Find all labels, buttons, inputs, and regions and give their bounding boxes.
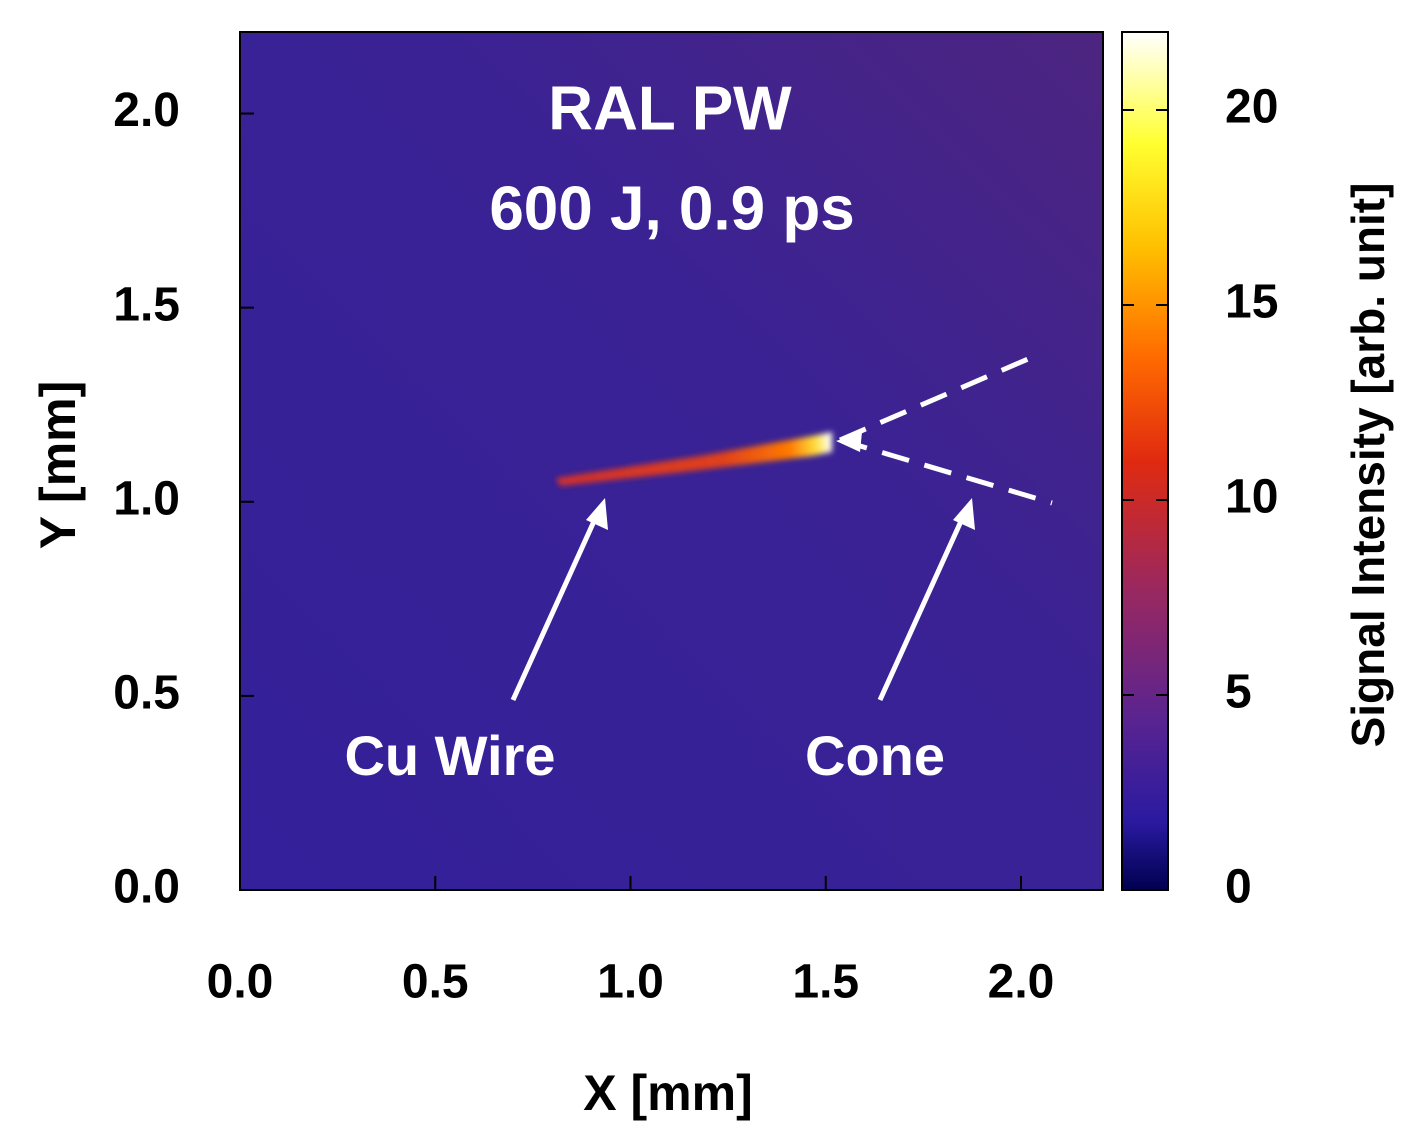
y-tick-label: 1.5 — [113, 278, 180, 331]
x-tick-label: 0.0 — [207, 956, 274, 1009]
chart-title: 600 J, 0.9 ps — [489, 174, 854, 243]
arrow — [510, 506, 603, 702]
annotation: Cu Wire — [344, 724, 555, 787]
colorbar-tick-label: 5 — [1225, 666, 1252, 719]
y-tick-label: 2.0 — [113, 84, 180, 137]
plot-frame — [239, 31, 1104, 891]
wire-signal — [556, 432, 832, 486]
x-tick-label: 0.5 — [402, 956, 469, 1009]
x-tick-label: 1.5 — [792, 956, 859, 1009]
x-tick-label: 2.0 — [988, 956, 1055, 1009]
y-tick-label: 0.5 — [113, 667, 180, 720]
annotation: Cone — [805, 724, 945, 787]
cone-edge — [839, 437, 1053, 506]
colorbar — [1121, 31, 1169, 891]
arrow-head — [836, 432, 862, 452]
colorbar-tick-label: 20 — [1225, 81, 1278, 134]
x-axis-label: X [mm] — [583, 1065, 752, 1121]
arrow-head — [953, 498, 975, 530]
colorbar-label: Signal Intensity [arb. unit] — [1342, 183, 1394, 748]
x-tick-label: 1.0 — [597, 956, 664, 1009]
colorbar-tick-label: 15 — [1225, 276, 1278, 329]
y-axis-label: Y [mm] — [30, 381, 86, 550]
arrow-head — [586, 498, 608, 530]
cone-outline — [510, 350, 1053, 702]
arrow — [877, 506, 970, 702]
y-tick-label: 0.0 — [113, 861, 180, 914]
cone-edge — [839, 350, 1043, 443]
colorbar-tick-label: 0 — [1225, 861, 1252, 914]
y-tick-label: 1.0 — [113, 472, 180, 525]
colorbar-tick-label: 10 — [1225, 471, 1278, 524]
chart-title: RAL PW — [548, 74, 792, 143]
